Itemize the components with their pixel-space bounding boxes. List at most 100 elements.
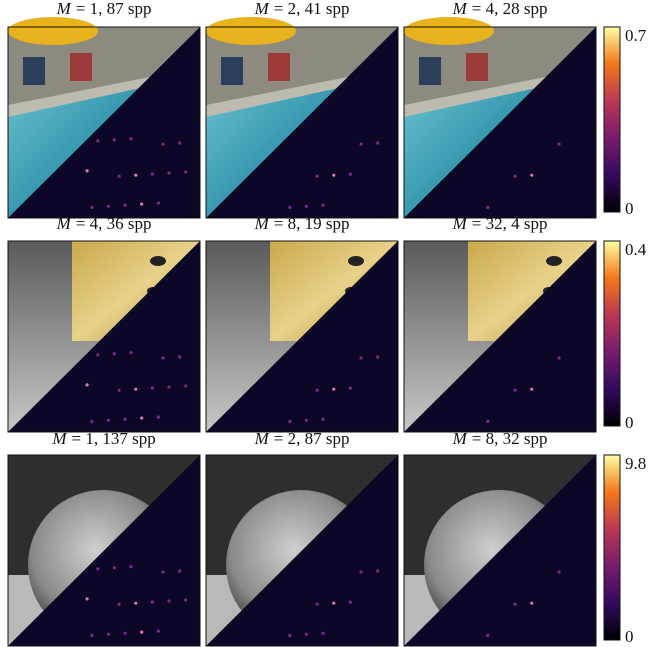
error-speck [129, 137, 132, 140]
error-speck [118, 603, 121, 606]
panel-label: M= 4, 28 spp [452, 0, 548, 18]
chair [23, 57, 45, 85]
error-speck [107, 205, 110, 208]
error-speck [151, 601, 154, 604]
error-speck [530, 388, 533, 391]
error-speck [85, 383, 88, 386]
error-speck [359, 142, 362, 145]
error-speck [557, 570, 560, 573]
render-image [206, 17, 398, 218]
error-speck [184, 384, 187, 387]
error-speck [332, 174, 335, 177]
error-speck [113, 566, 116, 569]
error-speck [376, 355, 379, 358]
error-speck [514, 603, 517, 606]
render-image [8, 455, 200, 646]
chair [419, 57, 441, 85]
error-speck [288, 420, 291, 423]
label-rest: = 2, 41 spp [274, 0, 350, 18]
error-speck [151, 387, 154, 390]
colorbar-max: 0.7 [625, 26, 647, 45]
colorbar-max: 9.8 [625, 454, 646, 473]
error-speck [96, 567, 99, 570]
label-symbol: M [452, 0, 468, 18]
error-speck [129, 351, 132, 354]
error-speck [486, 206, 489, 209]
error-speck [151, 173, 154, 176]
render-image [8, 241, 200, 432]
error-speck [349, 173, 352, 176]
error-speck [134, 174, 137, 177]
error-speck [184, 170, 187, 173]
panel-label: M= 1, 87 spp [56, 0, 152, 18]
render-image [206, 241, 398, 432]
error-speck [167, 385, 170, 388]
error-speck [376, 141, 379, 144]
label-symbol: M [254, 429, 270, 448]
error-speck [140, 417, 143, 420]
error-speck [349, 601, 352, 604]
error-speck [96, 139, 99, 142]
error-speck [157, 415, 160, 418]
error-speck [140, 631, 143, 634]
panel-label: M= 8, 19 spp [254, 214, 350, 233]
colorbar-max: 0.4 [625, 240, 647, 259]
render-image [404, 17, 596, 218]
panel-label: M= 2, 41 spp [254, 0, 350, 18]
error-speck [514, 389, 517, 392]
error-speck [530, 174, 533, 177]
render-image [206, 455, 398, 646]
error-speck [305, 633, 308, 636]
chair [221, 57, 243, 85]
error-speck [113, 138, 116, 141]
label-symbol: M [254, 214, 270, 233]
colorbar-min: 0 [625, 413, 634, 432]
hole [546, 256, 562, 266]
chair [268, 53, 290, 81]
error-speck [305, 205, 308, 208]
error-speck [321, 632, 324, 635]
colorbar-min: 0 [625, 199, 634, 218]
error-speck [167, 171, 170, 174]
error-speck [359, 570, 362, 573]
error-speck [161, 356, 164, 359]
error-speck [90, 206, 93, 209]
colorbar [604, 455, 620, 640]
umbrella [206, 17, 296, 45]
label-rest: = 1, 87 spp [76, 0, 152, 18]
error-speck [123, 418, 126, 421]
error-speck [178, 141, 181, 144]
label-rest: = 4, 28 spp [472, 0, 548, 18]
label-rest: = 2, 87 spp [274, 429, 350, 448]
colorbar [604, 27, 620, 212]
panel-label: M= 4, 36 spp [56, 214, 152, 233]
error-speck [178, 569, 181, 572]
error-speck [118, 175, 121, 178]
error-speck [305, 419, 308, 422]
error-speck [316, 389, 319, 392]
error-speck [178, 355, 181, 358]
panel-label: M= 2, 87 spp [254, 429, 350, 448]
error-speck [113, 352, 116, 355]
error-speck [129, 565, 132, 568]
error-speck [123, 204, 126, 207]
error-speck [123, 632, 126, 635]
label-symbol: M [56, 214, 72, 233]
error-speck [514, 175, 517, 178]
error-speck [288, 634, 291, 637]
error-speck [140, 203, 143, 206]
label-rest: = 8, 32 spp [472, 429, 548, 448]
error-speck [486, 420, 489, 423]
error-speck [557, 142, 560, 145]
hole [348, 256, 364, 266]
error-speck [557, 356, 560, 359]
colorbar-min: 0 [625, 627, 634, 646]
error-speck [118, 389, 121, 392]
error-speck [85, 169, 88, 172]
label-rest: = 4, 36 spp [76, 214, 152, 233]
error-speck [321, 204, 324, 207]
umbrella [404, 17, 494, 45]
render-image [8, 17, 200, 218]
label-rest: = 8, 19 spp [274, 214, 350, 233]
error-speck [134, 388, 137, 391]
